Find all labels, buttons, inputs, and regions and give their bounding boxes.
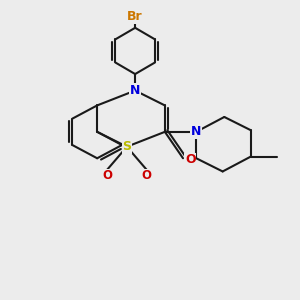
Text: O: O xyxy=(142,169,152,182)
Text: Br: Br xyxy=(127,10,143,23)
Text: N: N xyxy=(191,125,201,138)
Text: N: N xyxy=(130,84,140,97)
Text: O: O xyxy=(102,169,112,182)
Text: O: O xyxy=(185,153,196,167)
Text: S: S xyxy=(122,140,131,153)
